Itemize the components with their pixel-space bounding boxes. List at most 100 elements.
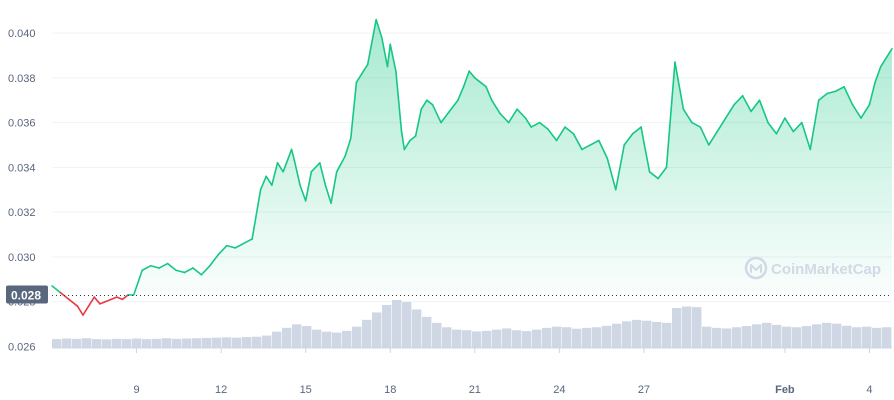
price-line-segment xyxy=(99,300,107,305)
volume-bar xyxy=(492,329,502,348)
volume-bar xyxy=(462,330,472,348)
price-line-segment xyxy=(716,117,727,133)
volume-bar xyxy=(512,330,522,348)
volume-bar xyxy=(532,329,542,348)
volume-bar xyxy=(402,302,412,348)
price-line-segment xyxy=(93,296,101,305)
price-line-segment xyxy=(843,85,854,106)
volume-bar xyxy=(762,322,772,348)
price-line-segment xyxy=(860,103,871,119)
volume-bar xyxy=(92,339,102,348)
x-tick-label: 24 xyxy=(553,384,565,396)
volume-bar xyxy=(292,324,302,348)
volume-bar xyxy=(252,336,262,348)
price-line-segment xyxy=(598,139,609,160)
price-line-segment xyxy=(640,126,645,144)
price-line-segment xyxy=(499,112,510,124)
price-line-segment xyxy=(792,121,803,133)
price-line-segment xyxy=(826,90,837,95)
y-tick-label: 0.040 xyxy=(8,28,36,40)
price-badge-label: 0.028 xyxy=(11,289,41,303)
volume-bar xyxy=(342,330,352,348)
price-area xyxy=(52,19,892,296)
volume-bar xyxy=(812,324,822,348)
price-line-segment xyxy=(809,99,820,151)
price-line-segment xyxy=(555,126,566,142)
price-line-segment xyxy=(817,92,828,102)
price-line-segment xyxy=(200,264,211,276)
volume-bar xyxy=(862,326,872,348)
price-line-segment xyxy=(310,162,321,173)
volume-bar xyxy=(782,326,792,348)
price-line-segment xyxy=(800,121,812,151)
price-line-segment xyxy=(76,305,84,316)
volume-bar xyxy=(202,337,212,348)
price-line-segment xyxy=(581,144,592,151)
price-line-segment xyxy=(614,144,626,191)
price-line-segment xyxy=(68,298,79,307)
volume-bar xyxy=(352,326,362,348)
price-line-segment xyxy=(149,264,160,269)
price-line-segment xyxy=(530,121,541,128)
price-line-segment xyxy=(665,61,676,169)
volume-bar xyxy=(222,337,232,348)
x-tick-label: 9 xyxy=(134,384,140,396)
price-line-segment xyxy=(293,159,301,187)
watermark-text: CoinMarketCap xyxy=(771,261,881,278)
volume-bar xyxy=(232,337,242,348)
price-area-fill xyxy=(52,19,892,296)
price-line-segment xyxy=(395,70,403,133)
volume-bar xyxy=(412,309,422,348)
y-tick-label: 0.032 xyxy=(8,207,36,219)
price-badge: 0.028 xyxy=(6,285,48,304)
price-line-segment xyxy=(349,81,358,140)
volume-bar xyxy=(132,338,142,348)
volume-bar xyxy=(652,321,662,348)
price-line-segment xyxy=(691,121,702,128)
price-line-segment xyxy=(82,305,90,316)
price-line-segment xyxy=(344,137,352,157)
price-line xyxy=(51,18,893,316)
volume-bar xyxy=(312,329,322,348)
price-line-segment xyxy=(217,244,228,256)
price-line-segment xyxy=(524,117,532,128)
price-line-segment xyxy=(474,77,482,84)
price-line-segment xyxy=(485,85,493,102)
price-line-segment xyxy=(631,126,642,135)
volume-bar xyxy=(702,326,712,348)
price-line-segment xyxy=(707,130,719,146)
volume-bar xyxy=(742,326,752,348)
volume-bar xyxy=(82,338,92,348)
price-line-segment xyxy=(606,157,617,191)
price-line-segment xyxy=(290,148,296,162)
price-line-segment xyxy=(885,47,893,59)
price-line-segment xyxy=(304,171,313,202)
price-line-segment xyxy=(874,65,882,84)
price-line-segment xyxy=(121,294,129,301)
volume-bar xyxy=(392,300,402,348)
price-line-segment xyxy=(225,244,237,249)
volume-bar xyxy=(482,330,492,348)
volume-bar xyxy=(372,312,382,348)
price-line-segment xyxy=(400,130,406,151)
price-line-segment xyxy=(242,238,253,245)
volume-bar xyxy=(542,327,552,348)
volume-bar xyxy=(332,332,342,348)
price-line-segment xyxy=(276,162,284,173)
volume-bar xyxy=(52,339,62,348)
price-line-segment xyxy=(879,56,888,68)
volume-bar xyxy=(522,331,532,348)
price-line-segment xyxy=(104,298,112,303)
volume-bar xyxy=(562,327,572,348)
volume-bar xyxy=(832,323,842,348)
price-line-segment xyxy=(448,99,459,113)
x-axis: 9 12 15 18 21 24 27 Feb 4 xyxy=(52,347,892,396)
volume-bar xyxy=(122,339,132,348)
price-line-segment xyxy=(643,141,651,173)
price-line-segment xyxy=(324,184,332,204)
price-line-segment xyxy=(282,148,293,173)
volume-bar xyxy=(242,337,252,348)
price-line-segment xyxy=(699,126,710,146)
